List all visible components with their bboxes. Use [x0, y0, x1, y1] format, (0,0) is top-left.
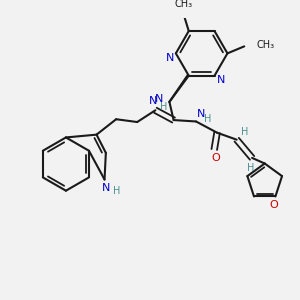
Text: N: N	[149, 96, 157, 106]
Text: N: N	[166, 52, 174, 63]
Text: O: O	[270, 200, 278, 210]
Text: H: H	[112, 186, 120, 196]
Text: N: N	[197, 109, 205, 118]
Text: N: N	[217, 75, 225, 85]
Text: N: N	[102, 183, 110, 193]
Text: H: H	[247, 163, 254, 173]
Text: N: N	[154, 94, 163, 104]
Text: CH₃: CH₃	[174, 0, 192, 9]
Text: O: O	[211, 153, 220, 163]
Text: H: H	[241, 127, 248, 137]
Text: CH₃: CH₃	[256, 40, 274, 50]
Text: H: H	[160, 102, 167, 112]
Text: H: H	[204, 114, 212, 124]
